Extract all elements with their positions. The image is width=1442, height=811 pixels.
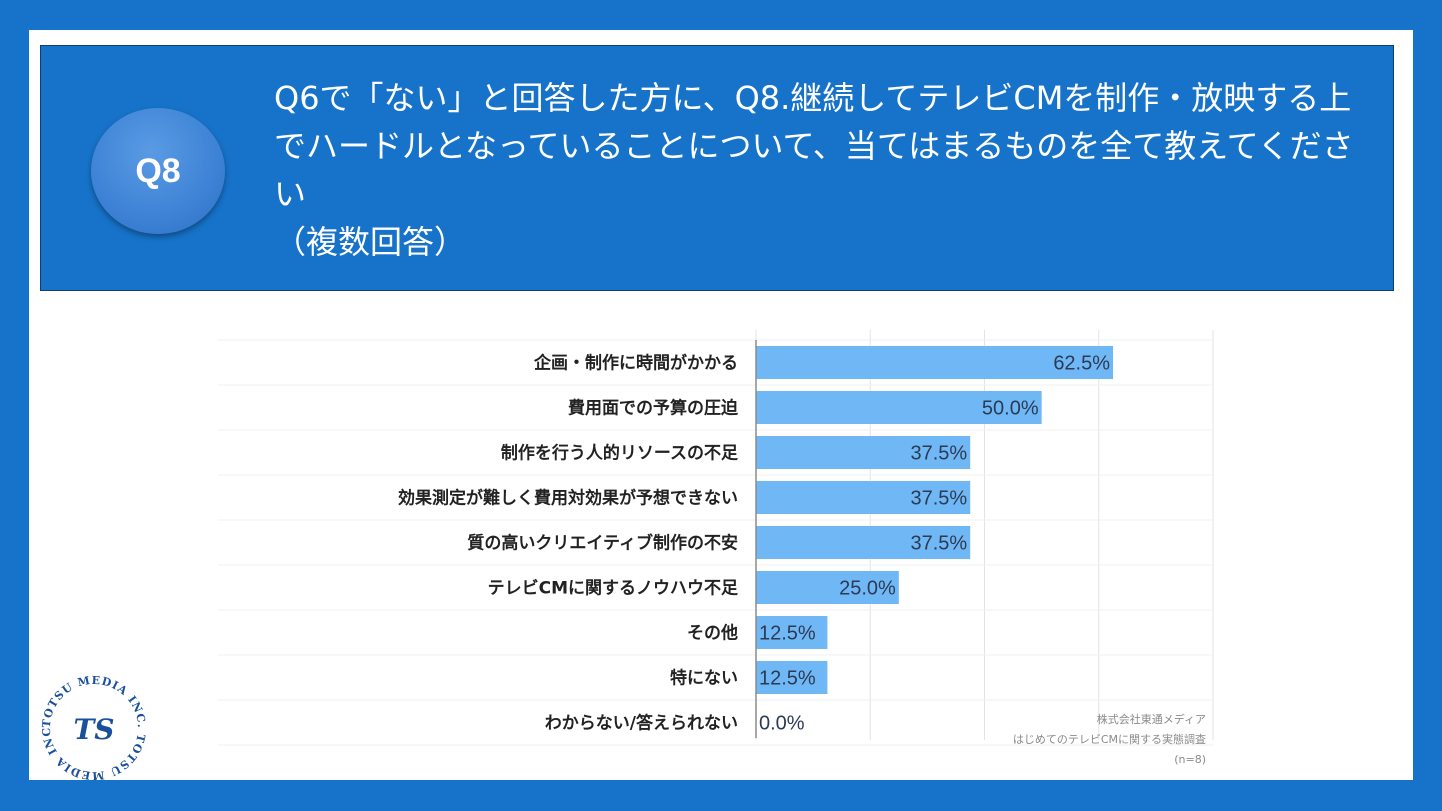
- value-label-7: 12.5%: [759, 668, 816, 690]
- value-label-8: 0.0%: [759, 713, 805, 735]
- category-label-0: 企画・制作に時間がかかる: [533, 353, 738, 374]
- question-badge-label: Q8: [135, 151, 181, 190]
- category-label-5: テレビCMに関するノウハウ不足: [488, 579, 738, 599]
- source-survey: はじめてのテレビCMに関する実態調査: [1012, 733, 1206, 746]
- source-note: 株式会社東通メディア はじめてのテレビCMに関する実態調査 (n=8): [1013, 710, 1206, 770]
- value-label-6: 12.5%: [759, 623, 816, 645]
- value-label-2: 37.5%: [911, 443, 968, 465]
- value-label-1: 50.0%: [982, 398, 1039, 420]
- bar-5: [756, 571, 899, 604]
- question-text: Q6で「ない」と回答した方に、Q8.継続してテレビCMを制作・放映する上でハード…: [274, 74, 1364, 266]
- totsu-media-logo: TOTSU MEDIA INC. TOTSU MEDIA INC. TS: [38, 672, 147, 782]
- source-company: 株式会社東通メディア: [1096, 713, 1206, 726]
- bar-7: [756, 661, 828, 694]
- source-n: (n=8): [1174, 753, 1206, 766]
- value-label-3: 37.5%: [911, 488, 968, 510]
- bar-0: [756, 346, 1114, 379]
- chart-value-labels: 62.5% 50.0% 37.5% 37.5% 37.5% 25.0% 12.5% 12.5%…: [759, 353, 1110, 735]
- chart-bars: [756, 346, 1114, 694]
- value-label-4: 37.5%: [911, 533, 968, 555]
- category-label-3: 効果測定が難しく費用対効果が予想できない: [398, 488, 738, 509]
- category-label-6: その他: [687, 623, 738, 644]
- category-label-2: 制作を行う人的リソースの不足: [501, 443, 738, 464]
- category-label-7: 特にない: [670, 668, 738, 689]
- question-header: Q8 Q6で「ない」と回答した方に、Q8.継続してテレビCMを制作・放映する上で…: [40, 45, 1394, 291]
- logo-mark: TS: [73, 713, 114, 746]
- chart-category-labels: 企画・制作に時間がかかる費用面での予算の圧迫制作を行う人的リソースの不足効果測定…: [398, 353, 739, 734]
- category-label-1: 費用面での予算の圧迫: [568, 398, 739, 419]
- value-label-0: 62.5%: [1053, 353, 1110, 375]
- question-sub: （複数回答）: [274, 223, 467, 261]
- category-label-4: 質の高いクリエイティブ制作の不安: [467, 533, 738, 554]
- question-main: Q6で「ない」と回答した方に、Q8.継続してテレビCMを制作・放映する上でハード…: [274, 79, 1354, 213]
- value-label-5: 25.0%: [839, 578, 896, 600]
- category-label-8: わからない/答えられない: [545, 713, 738, 734]
- bar-4: [756, 526, 971, 559]
- bar-6: [756, 616, 828, 649]
- bar-3: [756, 481, 971, 514]
- bar-1: [756, 391, 1042, 424]
- question-badge: Q8: [91, 108, 225, 234]
- bar-2: [756, 436, 971, 469]
